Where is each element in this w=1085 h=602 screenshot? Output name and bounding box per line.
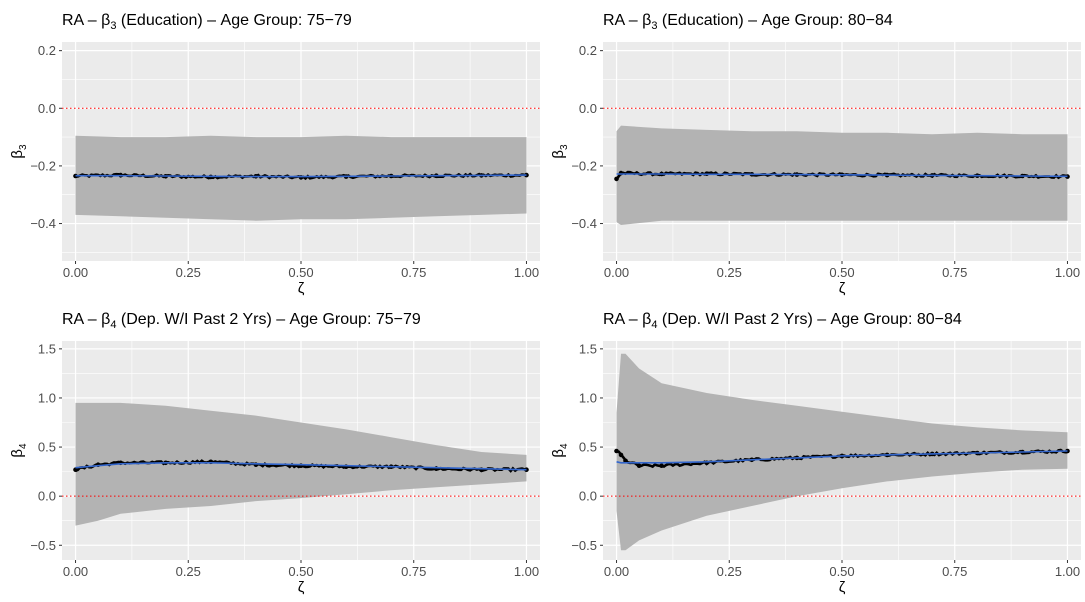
y-tick-label: 1.0 xyxy=(579,390,597,405)
x-tick-label: 0.75 xyxy=(942,265,967,280)
y-tick-label: 0.0 xyxy=(38,489,56,504)
x-tick-label: 0.50 xyxy=(288,564,313,579)
y-axis-symbol: β xyxy=(550,150,567,159)
estimate-point xyxy=(614,448,619,454)
title-symbol: β xyxy=(101,12,110,29)
estimate-point xyxy=(614,176,619,182)
y-tick-label: −0.4 xyxy=(571,216,597,231)
y-tick-label: 0.0 xyxy=(579,489,597,504)
title-subscript: 4 xyxy=(110,319,116,331)
title-symbol: β xyxy=(101,311,110,328)
x-tick-label: 0.50 xyxy=(288,265,313,280)
y-tick-label: 0.5 xyxy=(38,440,56,455)
y-tick-label: 0.5 xyxy=(579,440,597,455)
title-subscript: 3 xyxy=(110,20,116,32)
title-prefix: RA – xyxy=(603,311,642,328)
y-tick-label: 0.0 xyxy=(38,101,56,116)
estimate-point xyxy=(1065,174,1070,179)
y-tick-label: 0.2 xyxy=(579,43,597,58)
y-axis-subscript: 4 xyxy=(559,443,570,449)
y-tick-label: −0.5 xyxy=(571,538,597,553)
y-axis-subscript: 3 xyxy=(18,144,29,150)
x-axis-label: ζ xyxy=(298,280,305,297)
estimate-point xyxy=(73,467,78,473)
estimate-point xyxy=(623,458,628,464)
y-tick-label: −0.5 xyxy=(30,538,56,553)
smooth-line xyxy=(75,462,527,471)
chart-panel-2: RA – β3 (Education) – Age Group: 80−840.… xyxy=(550,12,1081,297)
title-suffix: (Education) – Age Group: 75−79 xyxy=(116,12,351,29)
x-tick-label: 0.00 xyxy=(63,564,88,579)
y-tick-label: 0.0 xyxy=(579,101,597,116)
chart-panel-1: RA – β3 (Education) – Age Group: 75−790.… xyxy=(9,12,540,297)
y-tick-label: 1.0 xyxy=(38,390,56,405)
x-tick-label: 0.00 xyxy=(604,564,629,579)
title-prefix: RA – xyxy=(62,12,101,29)
x-axis-label: ζ xyxy=(298,579,305,596)
x-tick-label: 1.00 xyxy=(1055,265,1080,280)
y-tick-label: −0.4 xyxy=(30,216,56,231)
title-symbol: β xyxy=(642,12,651,29)
smooth-line xyxy=(616,450,1068,464)
y-tick-label: 1.5 xyxy=(38,341,56,356)
x-tick-label: 0.00 xyxy=(63,265,88,280)
x-tick-label: 0.75 xyxy=(942,564,967,579)
x-tick-label: 1.00 xyxy=(514,265,539,280)
y-axis-symbol: β xyxy=(9,150,26,159)
title-prefix: RA – xyxy=(603,12,642,29)
y-tick-label: 0.2 xyxy=(38,43,56,58)
title-subscript: 3 xyxy=(651,20,657,32)
x-tick-label: 0.50 xyxy=(829,265,854,280)
title-suffix: (Education) – Age Group: 80−84 xyxy=(657,12,892,29)
y-tick-label: −0.2 xyxy=(571,158,597,173)
panel-title: RA – β4 (Dep. W/I Past 2 Yrs) – Age Grou… xyxy=(603,311,962,331)
y-axis-subscript: 4 xyxy=(18,443,29,449)
y-axis-label: β4 xyxy=(9,443,29,458)
y-tick-label: −0.2 xyxy=(30,158,56,173)
y-tick-label: 1.5 xyxy=(579,341,597,356)
y-axis-label: β3 xyxy=(550,144,570,159)
x-tick-label: 0.25 xyxy=(176,564,201,579)
x-tick-label: 0.75 xyxy=(401,265,426,280)
y-axis-symbol: β xyxy=(9,449,26,458)
estimate-point xyxy=(618,452,624,458)
panel-title: RA – β3 (Education) – Age Group: 75−79 xyxy=(62,12,352,32)
x-tick-label: 0.25 xyxy=(717,265,742,280)
x-tick-label: 0.75 xyxy=(401,564,426,579)
chart-panel-3: RA – β4 (Dep. W/I Past 2 Yrs) – Age Grou… xyxy=(9,311,540,596)
x-tick-label: 1.00 xyxy=(1055,564,1080,579)
panel-title: RA – β3 (Education) – Age Group: 80−84 xyxy=(603,12,893,32)
title-suffix: (Dep. W/I Past 2 Yrs) – Age Group: 80−84 xyxy=(657,311,961,328)
estimate-point xyxy=(636,463,642,469)
y-axis-label: β3 xyxy=(9,144,29,159)
smooth-line xyxy=(75,174,527,178)
y-axis-label: β4 xyxy=(550,443,570,458)
title-prefix: RA – xyxy=(62,311,101,328)
x-axis-label: ζ xyxy=(839,280,846,297)
y-axis-subscript: 3 xyxy=(559,144,570,150)
confidence-band xyxy=(616,353,1068,551)
title-suffix: (Dep. W/I Past 2 Yrs) – Age Group: 75−79 xyxy=(116,311,420,328)
estimate-point xyxy=(659,463,664,469)
y-axis-symbol: β xyxy=(550,449,567,458)
x-tick-label: 1.00 xyxy=(514,564,539,579)
title-symbol: β xyxy=(642,311,651,328)
x-tick-label: 0.25 xyxy=(717,564,742,579)
smooth-line xyxy=(616,173,1068,178)
x-tick-label: 0.00 xyxy=(604,265,629,280)
chart-panel-4: RA – β4 (Dep. W/I Past 2 Yrs) – Age Grou… xyxy=(550,311,1081,596)
x-tick-label: 0.50 xyxy=(829,564,854,579)
x-tick-label: 0.25 xyxy=(176,265,201,280)
panel-title: RA – β4 (Dep. W/I Past 2 Yrs) – Age Grou… xyxy=(62,311,421,331)
title-subscript: 4 xyxy=(651,319,657,331)
x-axis-label: ζ xyxy=(839,579,846,596)
